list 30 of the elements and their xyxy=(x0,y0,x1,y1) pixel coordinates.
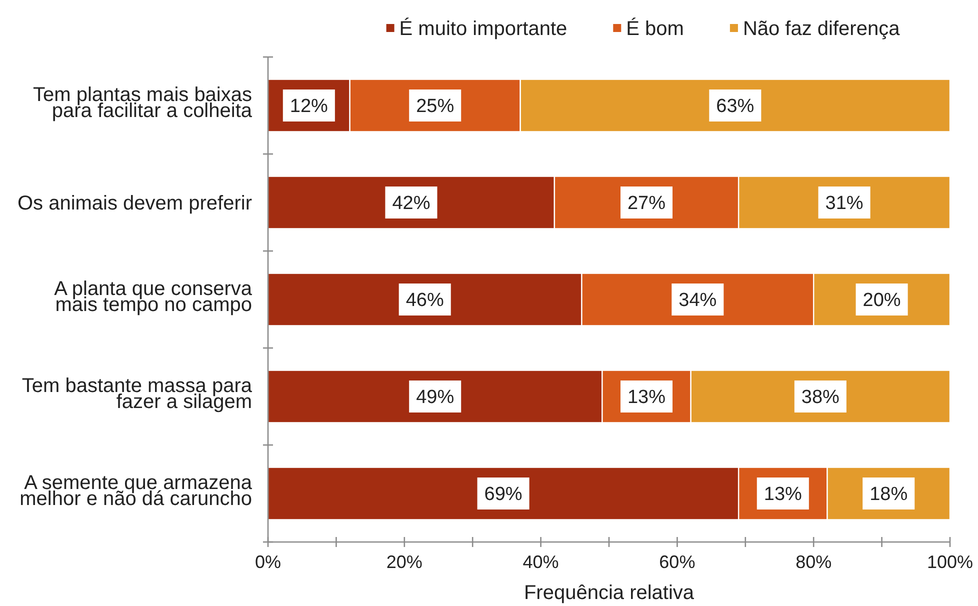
data-label: 13% xyxy=(627,387,666,408)
data-label: 34% xyxy=(678,290,717,312)
x-tick-label: 80% xyxy=(796,552,832,572)
data-label: 25% xyxy=(416,96,454,118)
data-label: 69% xyxy=(484,484,522,506)
data-label: 27% xyxy=(627,193,666,214)
legend-label: Não faz diferença xyxy=(742,18,901,40)
x-tick-label: 40% xyxy=(522,552,559,572)
y-tick-label: Os animais devem preferir xyxy=(17,192,252,214)
data-label: 49% xyxy=(416,387,454,408)
y-tick-label: Tem bastante massa para fazer a silagem xyxy=(22,375,253,413)
x-axis-title: Frequência relativa xyxy=(524,582,695,604)
data-label: 13% xyxy=(764,484,802,506)
data-label: 46% xyxy=(406,290,444,312)
data-label: 12% xyxy=(290,96,328,118)
x-tick-label: 0% xyxy=(254,552,282,572)
x-tick-label: 60% xyxy=(659,552,696,572)
x-tick-label: 100% xyxy=(926,552,974,572)
y-tick-label: A semente que armazena melhor e não dá caruncho xyxy=(20,472,253,510)
data-label: 42% xyxy=(392,193,430,214)
data-label: 18% xyxy=(870,484,908,506)
y-tick-label: A planta que conserva mais tempo no campo xyxy=(54,278,253,316)
legend-label: É bom xyxy=(626,17,684,40)
data-label: 38% xyxy=(801,387,840,408)
legend-label: É muito importante xyxy=(399,17,568,40)
data-label: 20% xyxy=(862,290,901,312)
y-tick-label: Tem plantas mais baixas para facilitar a colheita xyxy=(33,84,253,122)
data-label: 31% xyxy=(825,193,864,214)
data-label: 63% xyxy=(716,96,754,118)
x-tick-label: 20% xyxy=(386,552,422,572)
